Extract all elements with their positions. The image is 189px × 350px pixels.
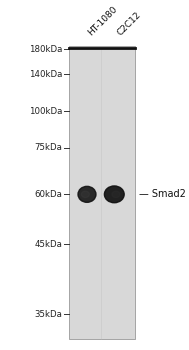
Text: 60kDa: 60kDa [34,190,62,199]
Text: 45kDa: 45kDa [34,240,62,249]
Text: 75kDa: 75kDa [34,143,62,152]
Ellipse shape [104,186,124,203]
Text: 100kDa: 100kDa [29,106,62,116]
Ellipse shape [81,191,89,197]
Text: 180kDa: 180kDa [29,45,62,54]
Ellipse shape [112,191,120,197]
Text: — Smad2: — Smad2 [139,189,186,200]
Text: C2C12: C2C12 [115,10,142,38]
Text: HT-1080: HT-1080 [87,5,119,38]
Text: 140kDa: 140kDa [29,70,62,79]
Ellipse shape [78,186,96,202]
FancyBboxPatch shape [69,46,135,339]
Text: 35kDa: 35kDa [34,310,62,319]
